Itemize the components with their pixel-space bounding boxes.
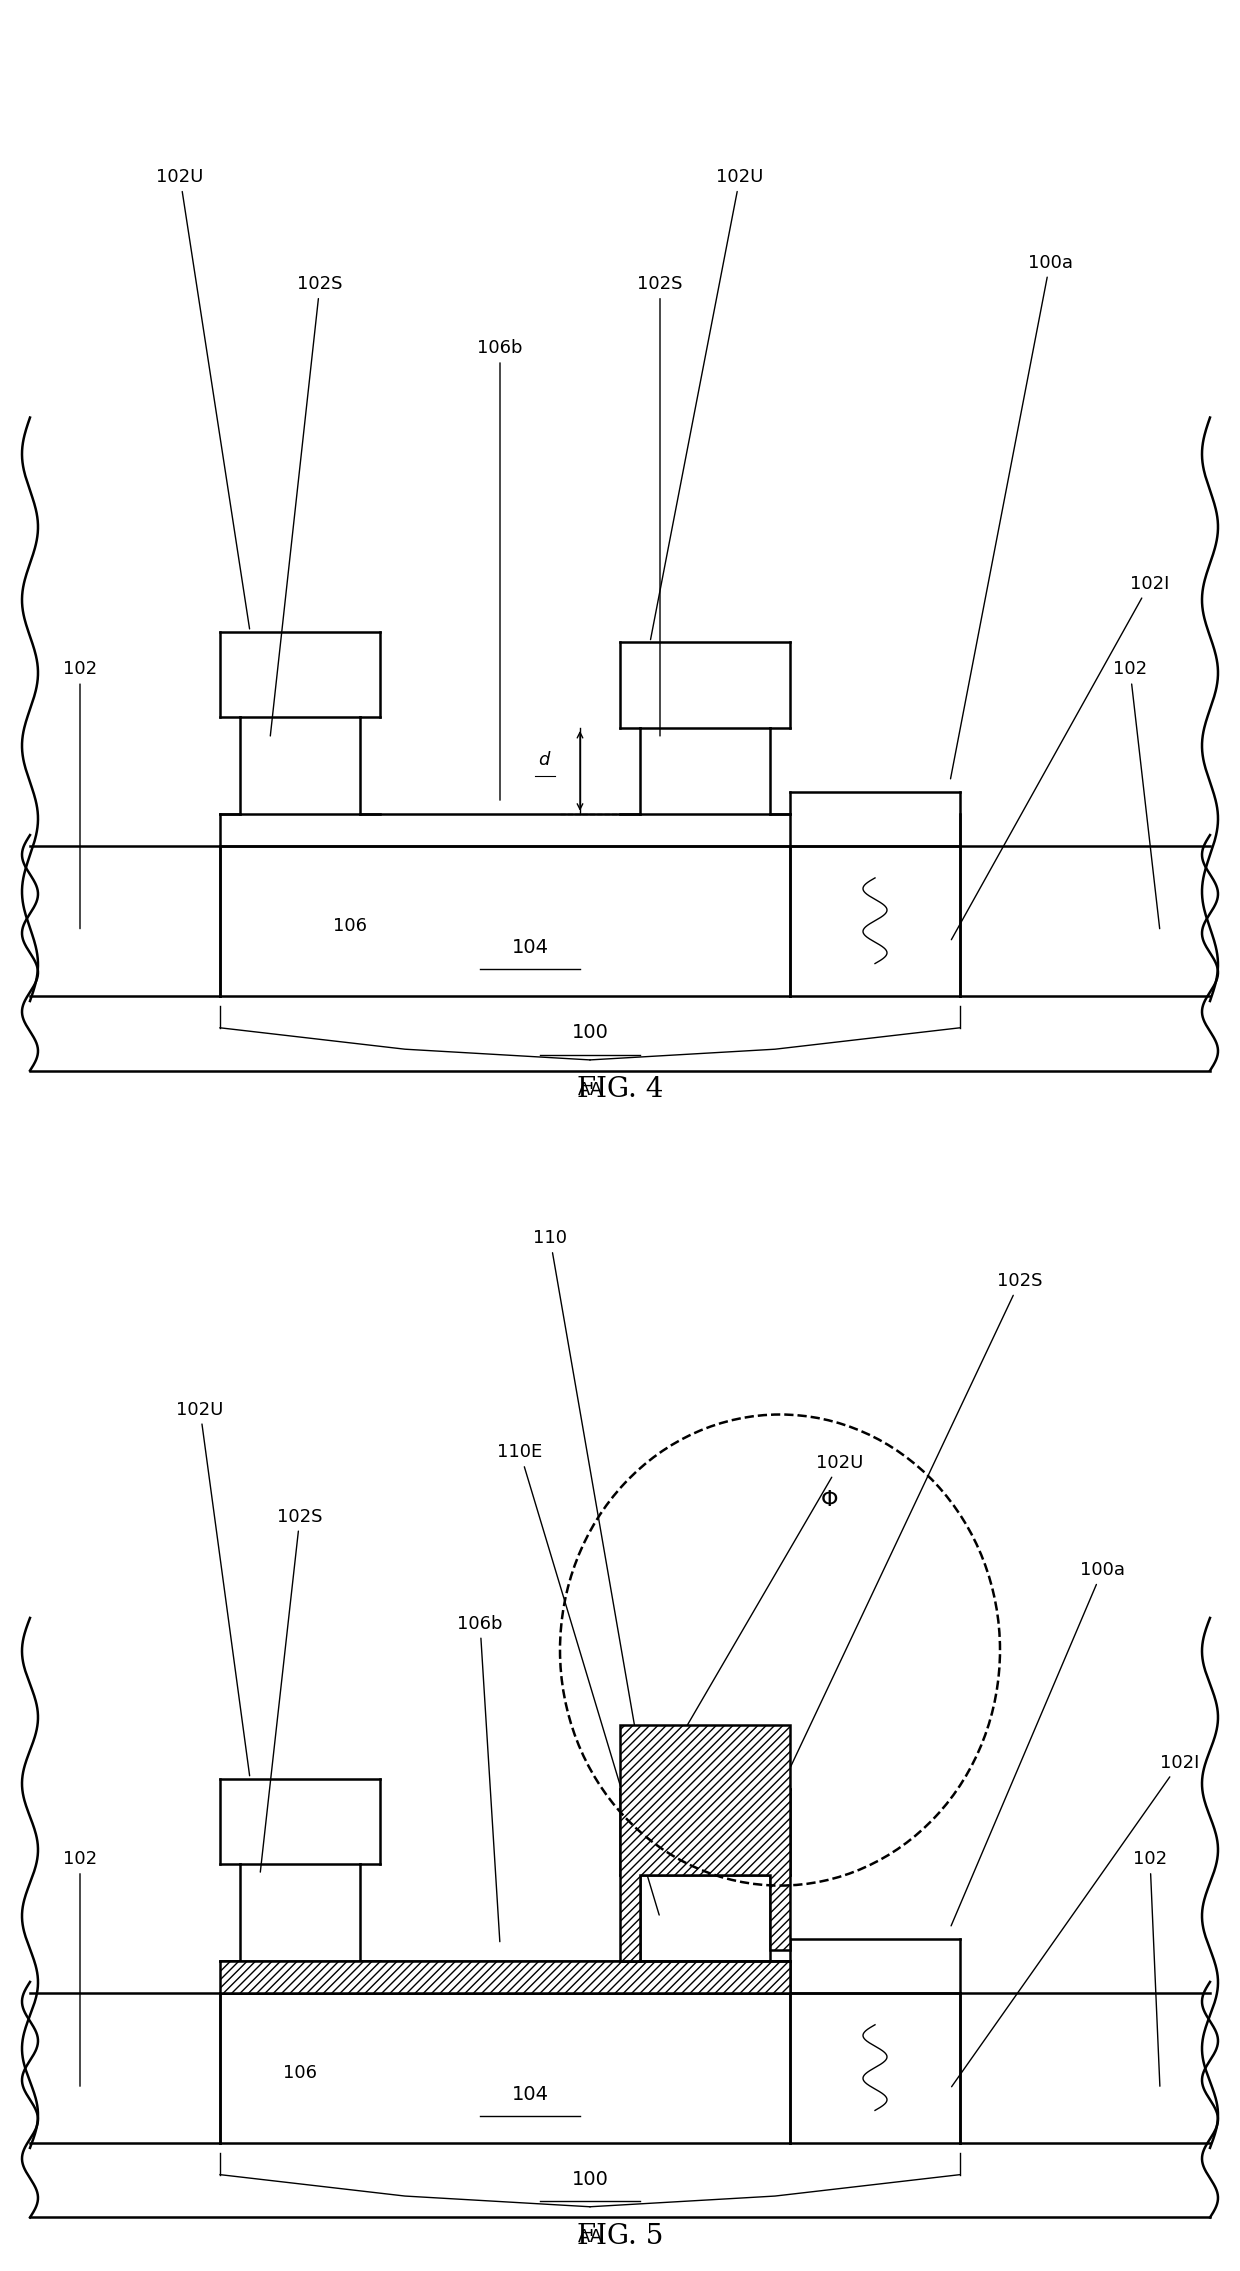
Text: 102I: 102I (951, 575, 1169, 940)
Text: 102: 102 (1114, 661, 1159, 929)
Bar (219, 1960, 790, 1992)
Text: 102U: 102U (651, 168, 764, 640)
Text: FIG. 4: FIG. 4 (577, 1076, 663, 1104)
Text: AA: AA (578, 2228, 603, 2246)
Text: 110E: 110E (497, 1444, 660, 1914)
Text: FIG. 5: FIG. 5 (577, 2223, 663, 2251)
Text: 100: 100 (572, 1024, 609, 1042)
Text: 106: 106 (334, 917, 367, 936)
Text: 100a: 100a (951, 254, 1073, 779)
Text: 106b: 106b (477, 338, 523, 799)
Text: 102S: 102S (270, 275, 342, 736)
Text: 102U: 102U (156, 168, 249, 629)
Text: Φ: Φ (821, 1490, 838, 1510)
Polygon shape (620, 1726, 790, 1960)
Text: 100a: 100a (951, 1560, 1125, 1926)
Text: 102: 102 (63, 661, 97, 929)
Text: 102: 102 (1133, 1851, 1167, 2087)
Text: 100: 100 (572, 2171, 609, 2189)
Text: 106: 106 (283, 2064, 317, 2083)
Text: AA: AA (578, 1081, 603, 1099)
Text: 104: 104 (511, 2085, 548, 2103)
Text: 102S: 102S (781, 1272, 1043, 1787)
Text: 102S: 102S (260, 1508, 322, 1871)
Text: 102I: 102I (951, 1753, 1199, 2087)
Text: 106b: 106b (458, 1615, 502, 1942)
Text: 102S: 102S (637, 275, 683, 736)
Text: d: d (538, 752, 551, 770)
Text: 110: 110 (533, 1229, 640, 1755)
Text: 102U: 102U (651, 1453, 864, 1787)
Text: 102: 102 (63, 1851, 97, 2087)
Text: 104: 104 (511, 938, 548, 956)
Text: 102U: 102U (176, 1401, 249, 1776)
